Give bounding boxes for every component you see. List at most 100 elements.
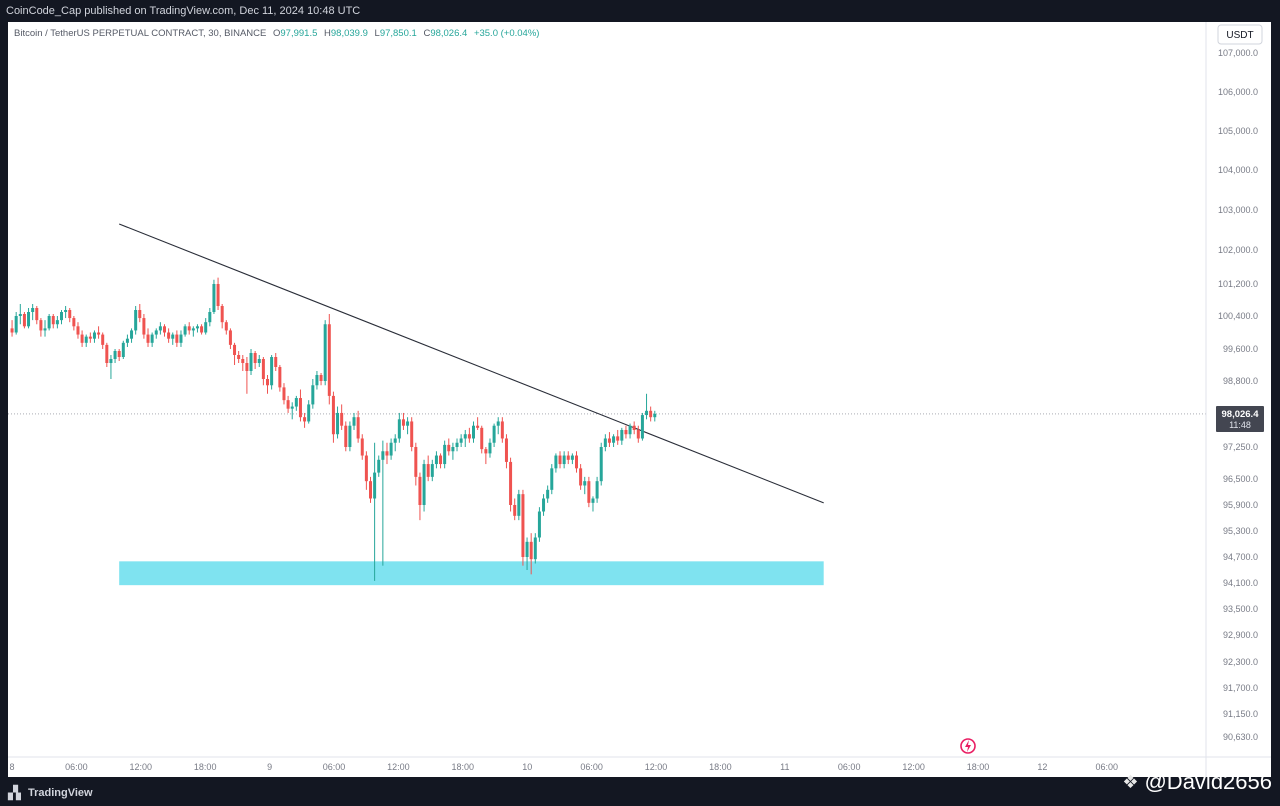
candle bbox=[467, 427, 471, 443]
candle bbox=[158, 322, 162, 335]
candle bbox=[389, 438, 393, 460]
candle-body bbox=[537, 511, 541, 538]
candle bbox=[327, 314, 331, 405]
candle-body bbox=[517, 494, 521, 516]
price-tick-label: 95,300.0 bbox=[1223, 526, 1258, 536]
candle bbox=[307, 400, 311, 424]
candle bbox=[632, 421, 636, 435]
candle bbox=[39, 318, 43, 337]
candle-body bbox=[529, 541, 533, 560]
candle bbox=[476, 417, 480, 430]
candle-body bbox=[575, 455, 578, 469]
candle bbox=[224, 320, 228, 335]
candle bbox=[270, 355, 274, 390]
candle-body bbox=[542, 498, 546, 512]
chart-panel[interactable]: 107,000.0 106,000.0 105,000.0 104,000.0 103,… bbox=[8, 22, 1271, 777]
binance-diamond-icon: ❖ bbox=[1122, 771, 1139, 792]
candle-body bbox=[397, 419, 401, 439]
candle-body bbox=[146, 334, 150, 343]
price-tick-label: 102,000.0 bbox=[1218, 245, 1258, 255]
watermark-text: @David2656 bbox=[1144, 769, 1272, 794]
candle bbox=[22, 312, 26, 329]
candle-body bbox=[484, 449, 488, 454]
candle bbox=[121, 340, 125, 359]
candle bbox=[570, 453, 574, 465]
candle bbox=[257, 355, 261, 367]
candle bbox=[369, 476, 372, 503]
candle bbox=[620, 427, 624, 445]
candle-body bbox=[616, 436, 620, 441]
candle bbox=[68, 308, 72, 323]
candle-body bbox=[612, 436, 616, 443]
candle-body bbox=[566, 455, 570, 460]
candle bbox=[463, 429, 467, 447]
candle bbox=[31, 304, 35, 321]
candle-body bbox=[348, 425, 352, 447]
candle bbox=[150, 332, 154, 347]
candle-body bbox=[55, 320, 59, 325]
price-tick-label: 93,500.0 bbox=[1223, 604, 1258, 614]
candle-body bbox=[39, 320, 43, 331]
candle-body bbox=[463, 434, 467, 439]
lightning-icon[interactable] bbox=[960, 738, 976, 754]
candle-body bbox=[369, 481, 372, 499]
candle-body bbox=[467, 434, 471, 439]
candle-body bbox=[546, 489, 550, 499]
candle-body bbox=[410, 421, 414, 447]
candle bbox=[286, 395, 290, 413]
resistance-trendline[interactable] bbox=[118, 223, 824, 504]
time-tick-label: 12:00 bbox=[130, 762, 153, 772]
candle bbox=[595, 476, 599, 503]
candle-body bbox=[500, 421, 504, 439]
price-tick-label: 104,000.0 bbox=[1218, 165, 1258, 175]
candle bbox=[179, 330, 183, 347]
price-tick-label: 107,000.0 bbox=[1218, 48, 1258, 58]
candle-body bbox=[294, 398, 298, 407]
candle-body bbox=[68, 310, 72, 319]
candle-body bbox=[10, 328, 14, 333]
price-axis: 107,000.0 106,000.0 105,000.0 104,000.0 103,… bbox=[1205, 22, 1258, 777]
candle-body bbox=[649, 410, 653, 418]
candle bbox=[492, 423, 496, 447]
candle bbox=[628, 423, 632, 439]
candle-body bbox=[167, 332, 171, 339]
candle bbox=[183, 324, 187, 337]
candle bbox=[649, 406, 653, 422]
candle-body bbox=[286, 400, 290, 409]
candle bbox=[261, 357, 265, 386]
currency-button[interactable]: USDT bbox=[1217, 24, 1263, 45]
candle bbox=[245, 357, 249, 394]
candle-body bbox=[496, 421, 500, 426]
candle bbox=[319, 373, 323, 386]
candle bbox=[645, 393, 649, 420]
candle-body bbox=[163, 326, 166, 333]
candle-body bbox=[579, 468, 583, 486]
candle-body bbox=[171, 334, 175, 339]
tradingview-logo[interactable]: ▞▖ TradingView bbox=[8, 785, 93, 801]
candle bbox=[410, 417, 414, 452]
candle-body bbox=[653, 413, 657, 418]
candle bbox=[105, 342, 109, 367]
price-tick-label: 101,200.0 bbox=[1218, 279, 1258, 289]
candle-body bbox=[373, 472, 377, 499]
price-chart[interactable]: 107,000.0 106,000.0 105,000.0 104,000.0 103,… bbox=[8, 22, 1271, 777]
candle-body bbox=[84, 336, 88, 343]
candle-body bbox=[620, 429, 624, 441]
candle-body bbox=[47, 316, 51, 329]
candle-body bbox=[278, 367, 282, 388]
candle bbox=[10, 320, 14, 337]
annotation-layer bbox=[8, 223, 1206, 586]
candle-body bbox=[35, 308, 39, 321]
candle bbox=[509, 457, 513, 512]
countdown-label: 11:48 bbox=[1229, 420, 1251, 430]
candle bbox=[566, 451, 570, 465]
candle-body bbox=[525, 541, 529, 557]
candle-body bbox=[426, 464, 430, 477]
last-price-label: 98,026.4 bbox=[1222, 409, 1260, 420]
candle-body bbox=[97, 332, 101, 335]
candle bbox=[360, 434, 364, 460]
candle-body bbox=[274, 357, 278, 367]
time-tick-label: 10 bbox=[522, 762, 532, 772]
candle-body bbox=[443, 444, 447, 465]
support-zone[interactable] bbox=[119, 561, 824, 586]
